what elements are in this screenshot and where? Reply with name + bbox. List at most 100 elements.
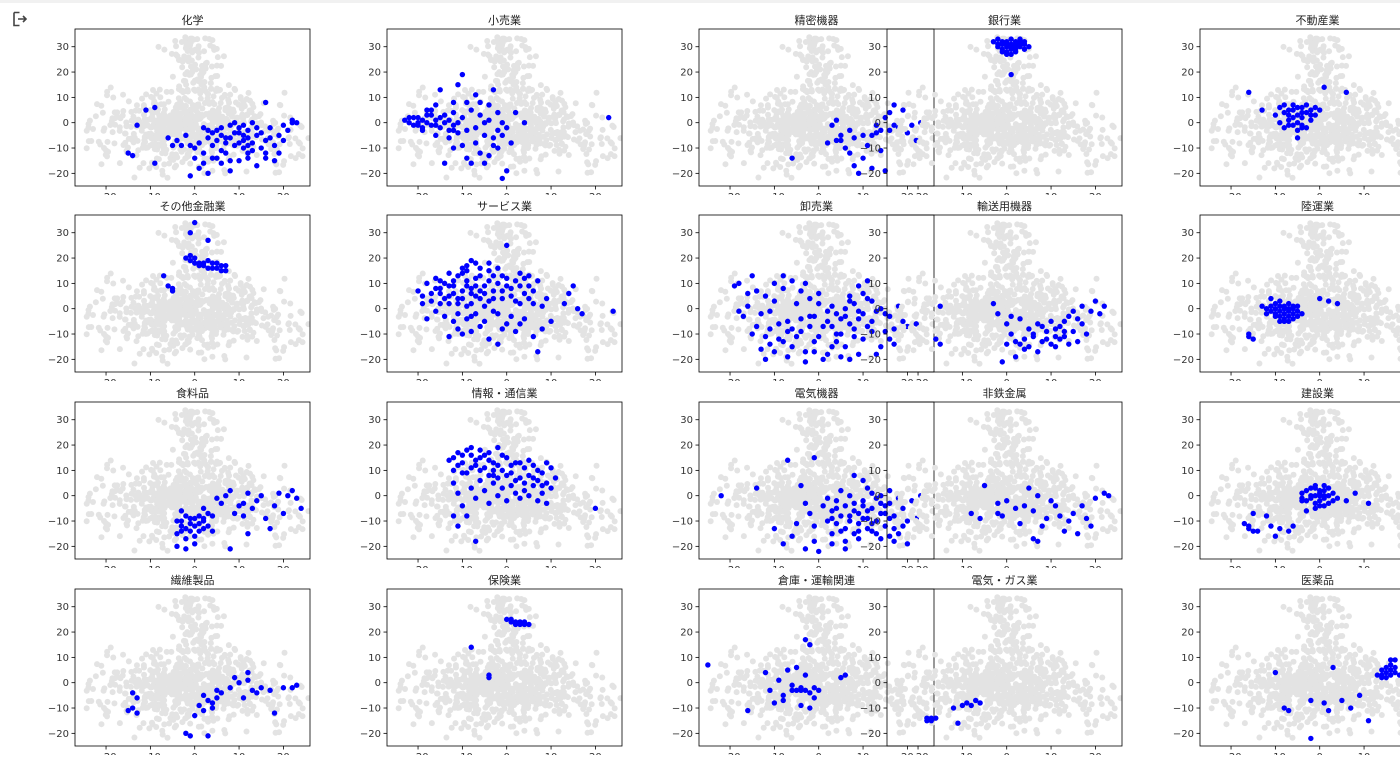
background-point	[1007, 127, 1014, 134]
background-point	[1018, 110, 1025, 117]
background-point	[821, 88, 828, 95]
background-point	[179, 159, 186, 166]
highlight-point	[891, 122, 897, 128]
background-point	[831, 42, 838, 49]
background-point	[1098, 141, 1105, 148]
background-point	[253, 337, 260, 344]
background-point	[844, 53, 851, 60]
background-point	[1374, 116, 1381, 123]
highlight-point	[240, 137, 247, 144]
background-point	[560, 130, 567, 137]
background-point	[738, 113, 745, 120]
background-point	[1360, 141, 1367, 148]
highlight-point	[450, 99, 457, 106]
background-point	[140, 346, 147, 353]
background-point	[141, 111, 148, 118]
highlight-point	[262, 150, 269, 156]
background-point	[752, 108, 759, 115]
background-point	[190, 123, 197, 130]
background-point	[999, 71, 1006, 78]
highlight-point	[129, 152, 136, 159]
background-point	[1303, 39, 1310, 46]
background-point	[480, 88, 487, 95]
background-point	[184, 86, 191, 93]
background-point	[1000, 112, 1007, 119]
highlight-point	[280, 137, 287, 144]
background-point	[572, 129, 579, 136]
highlight-point	[236, 125, 242, 131]
highlight-point	[433, 132, 439, 139]
highlight-point	[873, 122, 880, 128]
highlight-point	[254, 132, 260, 139]
background-point	[1285, 127, 1292, 134]
background-point	[857, 114, 864, 121]
background-point	[996, 86, 1003, 93]
background-point	[1266, 111, 1273, 118]
highlight-point	[464, 155, 470, 161]
background-point	[1061, 116, 1068, 123]
background-point	[751, 123, 758, 130]
background-point	[986, 104, 993, 111]
background-point	[731, 84, 738, 91]
background-point	[1052, 99, 1059, 106]
background-point	[428, 160, 435, 167]
background-point	[104, 138, 111, 145]
background-point	[905, 158, 912, 165]
background-point	[184, 337, 191, 344]
background-point	[271, 150, 278, 157]
background-point	[778, 107, 785, 114]
highlight-point	[245, 155, 251, 161]
background-point	[1232, 121, 1239, 128]
background-point	[495, 43, 502, 50]
background-point	[185, 303, 192, 310]
background-point	[187, 292, 194, 299]
background-point	[1272, 107, 1279, 114]
background-point	[1011, 112, 1018, 119]
background-point	[1015, 132, 1022, 139]
background-point	[397, 120, 404, 127]
highlight-point	[1290, 122, 1296, 128]
highlight-point	[490, 142, 497, 149]
background-point	[168, 88, 175, 95]
background-point	[184, 151, 191, 158]
background-point	[142, 144, 149, 151]
background-point	[192, 291, 199, 298]
background-point	[1350, 118, 1357, 125]
background-point	[275, 125, 282, 132]
background-point	[1298, 43, 1305, 50]
background-point	[547, 141, 554, 148]
background-point	[1217, 113, 1224, 120]
background-point	[296, 326, 303, 333]
background-point	[416, 138, 423, 145]
background-point	[1309, 48, 1316, 55]
background-point	[296, 140, 303, 147]
background-point	[784, 127, 791, 134]
background-point	[130, 299, 137, 306]
background-point	[181, 332, 188, 339]
background-point	[90, 126, 97, 133]
background-point	[841, 100, 848, 107]
background-point	[773, 94, 780, 101]
background-point	[1350, 123, 1357, 130]
background-point	[1326, 48, 1333, 55]
background-point	[529, 100, 536, 107]
background-point	[544, 99, 551, 106]
background-point	[1334, 37, 1341, 44]
background-point	[520, 74, 527, 81]
background-point	[1357, 99, 1364, 106]
background-point	[965, 163, 972, 170]
background-point	[161, 119, 168, 126]
background-point	[1321, 143, 1328, 150]
output-arrow-icon[interactable]	[12, 11, 30, 29]
background-point	[120, 293, 127, 300]
highlight-point	[200, 125, 207, 131]
background-point	[230, 151, 237, 158]
background-point	[994, 71, 1001, 78]
background-point	[973, 119, 980, 126]
x-tick-label: 0	[1004, 192, 1010, 195]
highlight-point	[829, 122, 835, 128]
highlight-point	[999, 41, 1005, 47]
background-point	[762, 127, 769, 134]
